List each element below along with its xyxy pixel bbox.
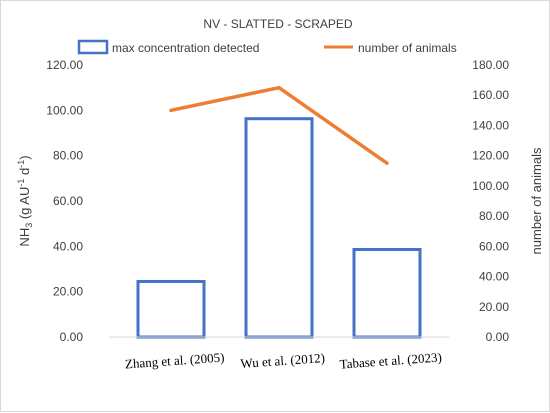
y-axis-right-label: number of animals xyxy=(529,147,544,254)
legend-label-bars: max concentration detected xyxy=(112,41,259,55)
y-tick-left: 60.00 xyxy=(53,194,83,208)
bar xyxy=(246,119,312,337)
chart-title: NV - SLATTED - SCRAPED xyxy=(203,17,352,31)
y-ticks-left: 0.00 20.00 40.00 60.00 80.00 100.00 120.00 xyxy=(46,58,83,344)
y-tick-right: 80.00 xyxy=(479,209,509,223)
y-ticks-right: 0.00 20.00 40.00 60.00 80.00 100.00 120.00 140.… xyxy=(472,58,509,344)
legend-bar-swatch xyxy=(79,41,107,53)
x-tick-label: Wu et al. (2012) xyxy=(240,350,326,371)
y-tick-right: 60.00 xyxy=(479,239,509,253)
line-series xyxy=(171,88,387,164)
x-tick-label: Zhang et al. (2005) xyxy=(124,350,224,372)
line-path xyxy=(171,88,387,164)
y-tick-left: 80.00 xyxy=(53,149,83,163)
y-tick-left: 120.00 xyxy=(46,58,83,72)
bar-series xyxy=(138,119,420,337)
y-tick-right: 100.00 xyxy=(472,179,509,193)
x-tick-labels: Zhang et al. (2005) Wu et al. (2012) Tabas… xyxy=(124,349,442,371)
x-tick-label: Tabase et al. (2023) xyxy=(339,349,442,371)
y-tick-right: 120.00 xyxy=(472,149,509,163)
y-tick-right: 160.00 xyxy=(472,88,509,102)
y-tick-left: 20.00 xyxy=(53,285,83,299)
y-tick-left: 0.00 xyxy=(60,330,84,344)
bar xyxy=(354,250,420,337)
y-tick-right: 20.00 xyxy=(479,300,509,314)
y-tick-right: 0.00 xyxy=(486,330,510,344)
y-tick-left: 100.00 xyxy=(46,103,83,117)
y-axis-left-label: NH3 (g AU-1 d-1) xyxy=(16,155,34,246)
legend-label-line: number of animals xyxy=(358,41,457,55)
y-tick-right: 180.00 xyxy=(472,58,509,72)
y-tick-right: 40.00 xyxy=(479,270,509,284)
legend: max concentration detected number of ani… xyxy=(79,41,457,55)
y-tick-right: 140.00 xyxy=(472,118,509,132)
y-tick-left: 40.00 xyxy=(53,239,83,253)
bar xyxy=(138,281,204,337)
